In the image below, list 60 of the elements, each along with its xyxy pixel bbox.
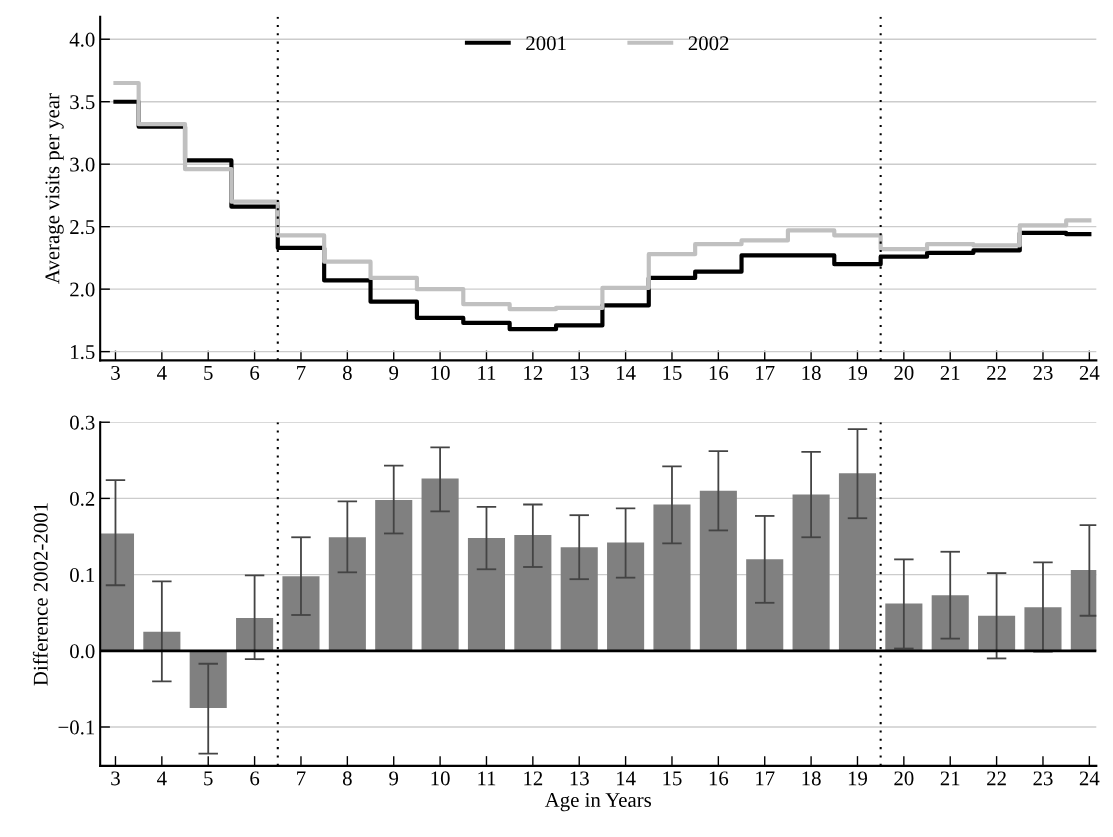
legend-label: 2001 xyxy=(526,36,566,51)
x-tick-label: 9 xyxy=(389,365,399,380)
x-tick-label: 21 xyxy=(940,365,960,380)
x-tick-label: 14 xyxy=(617,771,636,786)
x-tick-label: 10 xyxy=(431,771,450,786)
x-tick-label: 13 xyxy=(570,365,589,380)
x-tick-label: 3 xyxy=(111,365,120,380)
y-tick-label: 1.5 xyxy=(71,345,95,360)
x-tick-label: 19 xyxy=(848,771,868,786)
x-tick-label: 7 xyxy=(297,366,306,380)
x-tick-label: 24 xyxy=(1079,365,1100,380)
x-tick-label: 6 xyxy=(250,365,260,380)
x-tick-label: 22 xyxy=(987,365,1006,380)
y-tick-label: 0.1 xyxy=(70,567,95,583)
x-tick-label: 18 xyxy=(802,771,821,786)
x-tick-label: 21 xyxy=(940,771,960,786)
x-tick-label: 16 xyxy=(709,365,729,380)
x-tick-label: 22 xyxy=(987,771,1006,786)
x-tick-label: 11 xyxy=(478,365,496,380)
y-tick-label: 3.0 xyxy=(70,157,95,172)
x-tick-label: 20 xyxy=(894,365,914,380)
x-tick-label: 15 xyxy=(663,771,682,786)
y-tick-label: 4.0 xyxy=(69,32,95,47)
x-tick-label: 11 xyxy=(478,771,496,786)
x-tick-label: 6 xyxy=(250,771,260,786)
x-axis-title: Age in Years xyxy=(544,792,652,812)
y-tick-label: 3.5 xyxy=(70,95,95,110)
y-tick-label: 2.0 xyxy=(70,282,95,297)
x-tick-label: 3 xyxy=(111,771,120,786)
x-tick-label: 24 xyxy=(1079,771,1100,786)
x-tick-label: 15 xyxy=(663,365,682,380)
x-tick-label: 8 xyxy=(342,771,352,786)
y-tick-label: 0.2 xyxy=(70,491,95,506)
x-tick-label: 4 xyxy=(157,771,167,786)
y-tick-label: 0.0 xyxy=(70,644,95,659)
y-tick-label: −0.1 xyxy=(58,720,95,735)
x-tick-label: 5 xyxy=(204,771,213,786)
x-tick-label: 19 xyxy=(848,365,868,380)
x-tick-label: 14 xyxy=(617,365,636,380)
x-tick-label: 10 xyxy=(431,365,450,380)
x-tick-label: 12 xyxy=(524,771,543,786)
x-tick-label: 23 xyxy=(1033,365,1053,380)
y-axis-title: Average visits per year xyxy=(45,93,64,284)
x-tick-label: 17 xyxy=(756,771,775,786)
y-tick-label: 0.3 xyxy=(70,415,95,430)
x-tick-label: 7 xyxy=(297,771,306,786)
y-tick-label: 2.5 xyxy=(70,220,95,235)
x-tick-label: 4 xyxy=(157,365,167,380)
x-tick-label: 8 xyxy=(342,365,352,380)
x-tick-label: 16 xyxy=(709,771,729,786)
legend-label: 2002 xyxy=(688,36,729,51)
x-tick-label: 9 xyxy=(389,771,399,786)
x-tick-label: 5 xyxy=(204,366,213,380)
x-tick-label: 12 xyxy=(524,365,543,380)
x-tick-label: 23 xyxy=(1033,771,1053,786)
x-tick-label: 20 xyxy=(894,771,914,786)
x-tick-label: 13 xyxy=(570,771,589,786)
x-tick-label: 17 xyxy=(756,365,775,380)
x-tick-label: 18 xyxy=(802,365,821,380)
y-axis-title: Difference 2002-2001 xyxy=(32,503,48,686)
